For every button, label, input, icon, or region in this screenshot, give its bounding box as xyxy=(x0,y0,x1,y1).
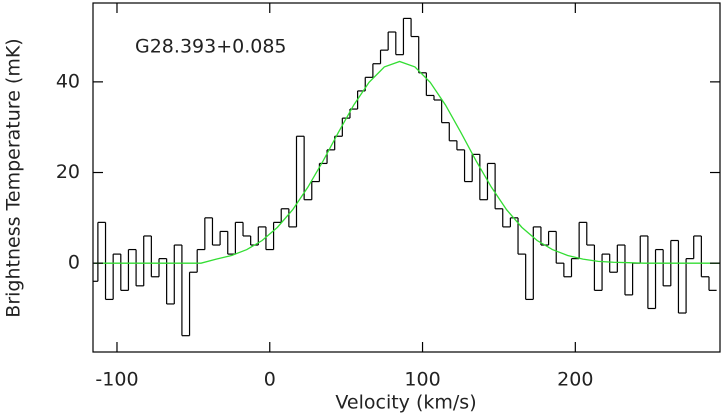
fit-line xyxy=(94,60,720,264)
x-tick-label: 0 xyxy=(264,369,276,391)
y-tick-label: 20 xyxy=(56,161,80,183)
x-tick-label: 200 xyxy=(557,369,593,391)
y-tick-label: 40 xyxy=(56,70,80,92)
plot-frame xyxy=(92,2,721,353)
y-tick-label: 0 xyxy=(68,252,80,274)
x-axis-label: Velocity (km/s) xyxy=(335,392,476,414)
x-tick-label: 100 xyxy=(404,369,440,391)
annotation: G28.393+0.085 xyxy=(135,36,287,58)
y-axis-label: Brightness Temperature (mK) xyxy=(3,38,25,317)
x-tick-label: -100 xyxy=(95,369,138,391)
step-connector xyxy=(97,18,710,336)
